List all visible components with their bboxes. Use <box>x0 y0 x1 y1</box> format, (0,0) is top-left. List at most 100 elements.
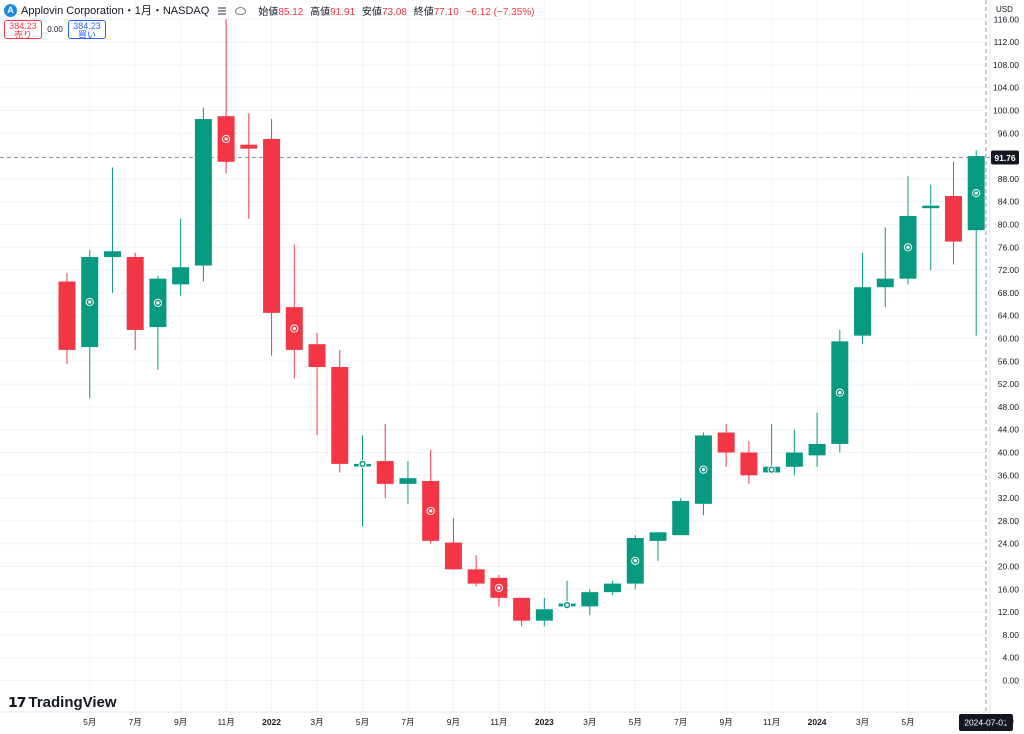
price-tick-label: 80.00 <box>998 220 1020 230</box>
dividend-marker-dot <box>768 466 775 473</box>
price-tick-label: 112.00 <box>994 37 1020 47</box>
time-tick-label: 3月 <box>856 717 869 727</box>
candle-body <box>126 256 144 330</box>
dividend-marker-dot <box>86 298 93 306</box>
tradingview-logo[interactable]: 𝟭𝟳 TradingView <box>8 694 117 711</box>
dividend-marker-dot <box>495 584 503 592</box>
price-tick-label: 88.00 <box>998 174 1020 184</box>
candle-body <box>922 205 940 209</box>
symbol-title[interactable]: Applovin Corporation・1月・NASDAQ <box>21 5 210 17</box>
price-tick-label: 84.00 <box>998 197 1020 207</box>
price-tick-label: 52.00 <box>998 379 1020 389</box>
price-tick-label: 16.00 <box>998 584 1020 594</box>
candle-body <box>604 583 622 593</box>
price-tick-label: 12.00 <box>998 607 1020 617</box>
high-label: 高値 <box>310 6 331 18</box>
dividend-marker-dot <box>632 557 639 564</box>
price-tick-label: 44.00 <box>998 425 1020 435</box>
change-value: −6.12 (−7.35%) <box>465 6 535 18</box>
dividend-marker-dot <box>427 507 434 515</box>
price-tick-label: 104.00 <box>993 83 1019 93</box>
candle-body <box>535 609 553 621</box>
candle-body <box>399 478 417 484</box>
price-tick-label: 24.00 <box>998 539 1020 549</box>
price-tick-label: 72.00 <box>998 265 1020 275</box>
dividend-marker-dot <box>973 190 980 197</box>
time-tick-label: 11月 <box>490 717 507 727</box>
price-tick-label: 32.00 <box>998 493 1020 503</box>
candle-body <box>58 281 76 350</box>
candle-body <box>854 287 872 336</box>
candle-body <box>513 597 531 621</box>
close-label: 終値 <box>413 6 434 18</box>
spread-value: 0.00 <box>47 25 63 34</box>
time-tick-label: 9月 <box>174 717 187 727</box>
applovin-logo-icon: A <box>4 3 17 17</box>
time-tick-label: 7月 <box>674 717 687 727</box>
candle-body <box>194 119 212 266</box>
candle-body <box>467 569 485 584</box>
time-tick-label: 5月 <box>901 717 914 727</box>
buy-price: 384.23 <box>73 21 101 31</box>
crosshair-date-tag <box>958 714 1013 731</box>
sell-label: 売り <box>13 30 32 40</box>
time-tick-label: 11月 <box>763 717 780 727</box>
price-tick-label: 56.00 <box>998 356 1020 366</box>
dividend-marker-dot <box>904 244 912 251</box>
candle-body <box>672 500 690 536</box>
candle-body <box>649 532 667 541</box>
ohlc-values: 始値85.12 高値91.91 安値73.08 終値77.10 −6.12 (−… <box>258 3 538 18</box>
crosshair-date-label: 2024-07-01 <box>964 718 1008 728</box>
candle-body <box>876 278 894 288</box>
time-tick-label: 2024 <box>808 717 827 727</box>
buy-label: 買い <box>77 30 96 40</box>
price-tick-label: 36.00 <box>998 470 1020 480</box>
time-tick-label: 7月 <box>401 717 414 727</box>
trade-buttons: 384.23 売り 0.00 384.23 買い <box>4 20 106 40</box>
price-tick-label: 40.00 <box>998 448 1020 458</box>
dividend-marker-dot <box>359 460 366 468</box>
low-value: 73.08 <box>381 6 407 18</box>
currency-label: USD <box>996 5 1013 14</box>
symbol-header: A Applovin Corporation・1月・NASDAQ 始値85.12… <box>4 2 539 18</box>
last-price-tag <box>991 150 1019 165</box>
open-value: 85.12 <box>278 6 304 18</box>
low-label: 安値 <box>361 6 382 18</box>
candle-body <box>103 251 121 257</box>
buy-button[interactable]: 384.23 買い <box>68 20 106 40</box>
candle-body <box>785 452 803 467</box>
sell-price: 384.23 <box>9 21 37 31</box>
candle-body <box>308 344 326 367</box>
price-tick-label: 108.00 <box>993 60 1019 70</box>
candle-body <box>444 542 462 570</box>
price-tick-label: 4.00 <box>1002 653 1019 663</box>
tradingview-logo-icon: 𝟭𝟳 <box>8 694 27 710</box>
dividend-marker-dot <box>291 325 298 332</box>
candle-body <box>376 461 394 484</box>
price-tick-label: 76.00 <box>998 242 1020 252</box>
settings-icon[interactable] <box>1004 716 1014 726</box>
time-tick-label: 3月 <box>583 717 596 727</box>
price-tick-label: 48.00 <box>998 402 1020 412</box>
time-tick-label: 2022 <box>262 717 281 727</box>
sell-button[interactable]: 384.23 売り <box>4 20 42 40</box>
dividend-marker-dot <box>222 135 230 143</box>
brand-name: TradingView <box>28 694 117 711</box>
time-tick-label: 9月 <box>447 717 460 727</box>
candle-body <box>717 432 735 453</box>
price-tick-label: 116.00 <box>994 14 1020 24</box>
dividend-marker-dot <box>700 466 707 473</box>
candle-body <box>740 452 758 476</box>
candle-body <box>808 443 826 456</box>
time-tick-label: 3月 <box>310 717 323 727</box>
dividend-marker-dot <box>836 389 843 396</box>
eye-icon[interactable] <box>235 7 247 15</box>
time-tick-label: 11月 <box>217 717 234 727</box>
price-tick-label: 0.00 <box>1002 676 1019 686</box>
close-value: 77.10 <box>433 6 459 18</box>
candle-body <box>581 592 599 607</box>
price-tick-label: 28.00 <box>998 516 1020 526</box>
open-label: 始値 <box>258 6 279 18</box>
lines-icon[interactable] <box>217 5 227 15</box>
